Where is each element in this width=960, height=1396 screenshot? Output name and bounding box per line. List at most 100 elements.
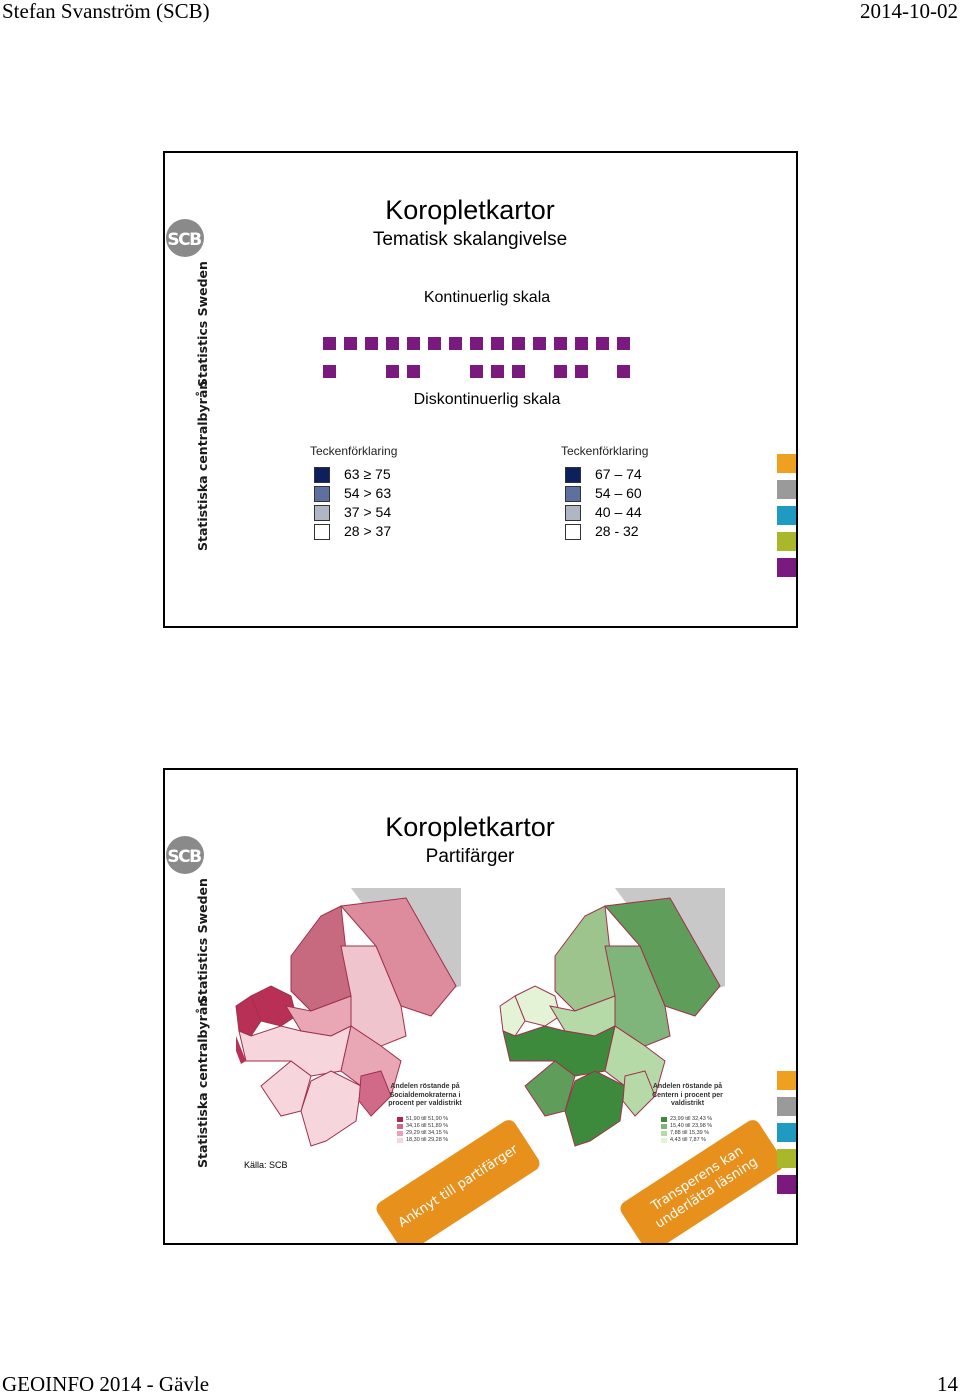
legend-value: 63 ≥ 75: [344, 466, 391, 482]
slide-party-colors: SCB Statistics Sweden Statistiska centra…: [163, 768, 798, 1245]
side-color-block: [777, 480, 796, 499]
map-social-democrats: [235, 888, 461, 1147]
map-right-legend-title: Andelen röstande på Centern i procent pe…: [652, 1083, 723, 1107]
scale-square: [617, 337, 630, 350]
legend-left: Teckenförklaring 63 ≥ 75 54 > 63 37 > 54 28…: [310, 444, 440, 554]
legend-swatch: [314, 467, 330, 483]
map-legend-item: 7,88 till 15,39 %: [661, 1130, 712, 1137]
header-date: 2014-10-02: [860, 0, 958, 23]
map-legend-swatch: [397, 1131, 403, 1136]
scale-square: [323, 365, 336, 378]
discontinuous-scale-label: Diskontinuerlig skala: [413, 391, 561, 408]
map-legend-label: 51,90 till 51,90 %: [406, 1116, 449, 1122]
scale-square: [512, 365, 525, 378]
continuous-scale-label: Kontinuerlig skala: [423, 289, 551, 306]
legend-swatch: [565, 467, 581, 483]
footer-event: GEOINFO 2014 - Gävle: [2, 1372, 210, 1396]
scale-square: [449, 337, 462, 350]
legend-value: 54 > 63: [344, 485, 392, 501]
legend-right: Teckenförklaring 67 – 74 54 – 60 40 – 44 28…: [561, 444, 691, 554]
map-legend-swatch: [661, 1138, 667, 1143]
map-legend-label: 29,29 till 34,15 %: [406, 1130, 449, 1136]
side-color-blocks: [777, 454, 796, 584]
map-legend-swatch: [397, 1138, 403, 1143]
header-author: Stefan Svanström (SCB): [2, 0, 210, 23]
scale-square: [428, 337, 441, 350]
scale-square: [470, 365, 483, 378]
scale-square: [323, 337, 336, 350]
legend-swatch: [314, 524, 330, 540]
side-color-block: [777, 1097, 796, 1116]
map-centre-party: [499, 888, 725, 1147]
map-legend-label: 15,40 till 23,98 %: [670, 1123, 713, 1129]
side-color-block: [777, 558, 796, 577]
map-legend-label: 34,16 till 51,89 %: [406, 1123, 449, 1129]
scale-square: [365, 337, 378, 350]
legend-value: 54 – 60: [595, 485, 642, 501]
scale-square: [407, 365, 420, 378]
slide-thematic-scale: SCB Statistics Sweden Statistiska centra…: [163, 151, 798, 628]
slide-subtitle: Tematisk skalangivelse: [372, 229, 568, 250]
scale-square: [533, 337, 546, 350]
scale-square: [575, 337, 588, 350]
legend-value: 40 – 44: [595, 504, 642, 520]
legend-value: 28 > 37: [344, 523, 392, 539]
map-legend-item: 23,99 till 32,43 %: [661, 1116, 712, 1123]
slide-title: Koropletkartor: [385, 812, 555, 842]
slide-title: Koropletkartor: [385, 195, 555, 225]
map-legend-label: 18,30 till 29,28 %: [406, 1137, 449, 1143]
legend-left-title: Teckenförklaring: [310, 444, 398, 458]
legend-swatch: [565, 486, 581, 502]
scale-square: [575, 365, 588, 378]
map-left-legend-title: Andelen röstande på Socialdemokraterna i…: [388, 1083, 462, 1107]
slide-subtitle: Partifärger: [425, 846, 515, 867]
legend-value: 67 – 74: [595, 466, 642, 482]
map-legend-item: 34,16 till 51,89 %: [397, 1123, 448, 1130]
footer-page-number: 14: [937, 1372, 958, 1396]
legend-right-title: Teckenförklaring: [561, 444, 649, 458]
scale-square: [491, 337, 504, 350]
map-legend-swatch: [661, 1124, 667, 1129]
scale-square: [554, 365, 567, 378]
scale-square: [386, 365, 399, 378]
side-color-block: [777, 1123, 796, 1142]
scale-square: [491, 365, 504, 378]
scale-square: [617, 365, 630, 378]
scale-square: [512, 337, 525, 350]
scale-square: [344, 337, 357, 350]
map-legend-label: 4,43 till 7,87 %: [670, 1137, 707, 1143]
map-legend-swatch: [397, 1124, 403, 1129]
map-left-legend: 51,90 till 51,90 % 34,16 till 51,89 % 29,2…: [397, 1116, 448, 1144]
legend-swatch: [314, 505, 330, 521]
legend-swatch: [565, 524, 581, 540]
map-legend-item: 4,43 till 7,87 %: [661, 1137, 712, 1144]
map-legend-swatch: [661, 1117, 667, 1122]
map-legend-item: 29,29 till 34,15 %: [397, 1130, 448, 1137]
legend-value: 37 > 54: [344, 504, 392, 520]
side-color-block: [777, 1175, 796, 1194]
scale-square: [596, 337, 609, 350]
map-right-legend: 23,99 till 32,43 % 15,40 till 23,98 % 7,88…: [661, 1116, 712, 1144]
side-color-block: [777, 532, 796, 551]
map-legend-swatch: [397, 1117, 403, 1122]
map-legend-label: 23,99 till 32,43 %: [670, 1116, 713, 1122]
legend-swatch: [314, 486, 330, 502]
scale-square: [554, 337, 567, 350]
source-label: Källa: SCB: [244, 1160, 288, 1170]
map-legend-item: 18,30 till 29,28 %: [397, 1137, 448, 1144]
scb-logo-icon: SCB: [166, 219, 204, 257]
side-color-block: [777, 506, 796, 525]
scale-square: [386, 337, 399, 350]
side-color-blocks: [777, 1071, 796, 1201]
scale-square: [470, 337, 483, 350]
side-color-block: [777, 454, 796, 473]
svg-text:SCB: SCB: [167, 847, 201, 867]
side-color-block: [777, 1071, 796, 1090]
logo-text: SCB: [167, 230, 201, 250]
scb-logo-icon: SCB: [166, 836, 204, 874]
map-legend-swatch: [661, 1131, 667, 1136]
map-legend-item: 51,90 till 51,90 %: [397, 1116, 448, 1123]
legend-value: 28 - 32: [595, 523, 639, 539]
map-legend-item: 15,40 till 23,98 %: [661, 1123, 712, 1130]
legend-swatch: [565, 505, 581, 521]
